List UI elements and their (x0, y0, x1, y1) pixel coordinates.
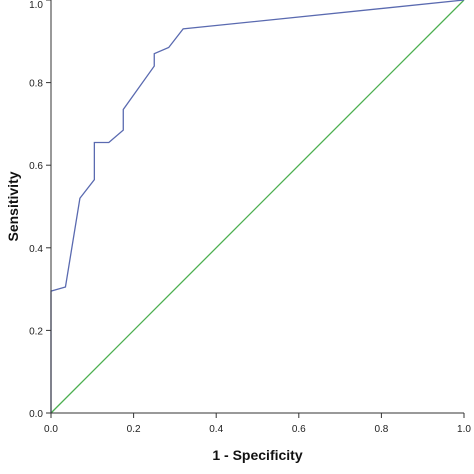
y-tick-label: 0.6 (29, 161, 43, 172)
x-axis-title: 1 - Specificity (212, 447, 302, 463)
plot-area (50, 0, 465, 414)
y-axis-title: Sensitivity (5, 171, 21, 241)
reference-diagonal-line (50, 0, 465, 414)
axes: 0.0 0.2 0.4 0.6 0.8 1.0 0.0 0.2 0.4 0.6 0.8 1.0 (29, 0, 471, 435)
x-tick-label: 0.6 (292, 424, 306, 435)
y-tick-label: 0.8 (29, 79, 43, 90)
y-tick-label: 0.4 (29, 244, 43, 255)
x-tick-label: 0.4 (209, 424, 223, 435)
y-tick-label: 0.0 (29, 409, 43, 420)
x-tick-label: 0.8 (374, 424, 388, 435)
roc-curve-line (50, 0, 465, 413)
y-tick-label: 1.0 (29, 0, 43, 11)
x-tick-label: 0.0 (44, 424, 58, 435)
x-tick-label: 0.2 (127, 424, 141, 435)
x-tick-label: 1.0 (457, 424, 471, 435)
y-tick-label: 0.2 (29, 326, 43, 337)
